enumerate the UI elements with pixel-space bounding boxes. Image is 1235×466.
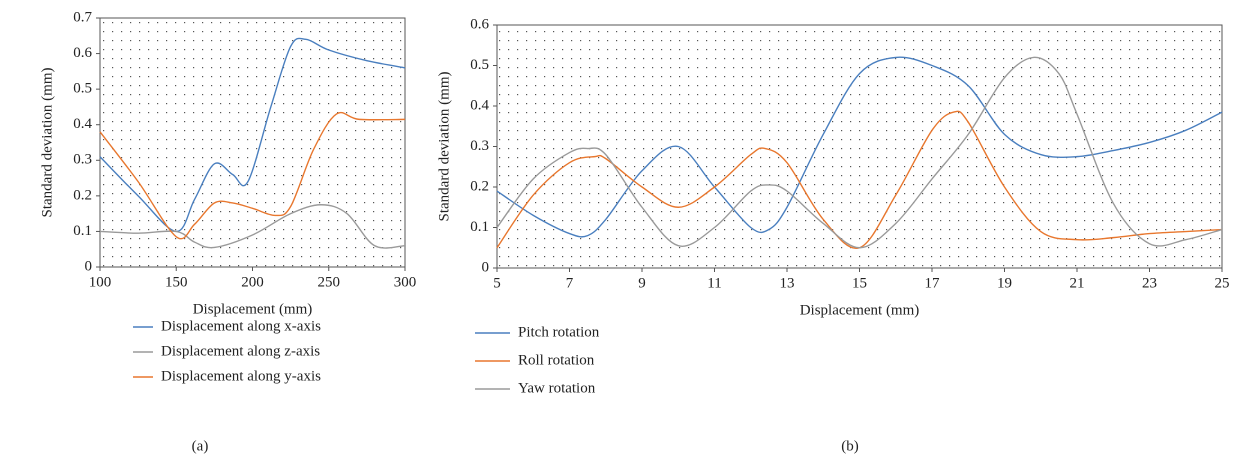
y-tick-label: 0.2 bbox=[470, 178, 489, 194]
line-series bbox=[496, 56, 1223, 238]
y-tick-label: 0.7 bbox=[73, 9, 92, 25]
x-tick-label: 15 bbox=[852, 275, 867, 291]
x-tick-label: 9 bbox=[638, 275, 646, 291]
x-tick-label: 7 bbox=[566, 275, 574, 291]
panel-label: (b) bbox=[841, 438, 859, 454]
y-tick-label: 0.6 bbox=[470, 16, 489, 32]
x-tick-label: 21 bbox=[1070, 275, 1085, 291]
legend-label: Displacement along y-axis bbox=[161, 368, 321, 384]
line-series bbox=[496, 110, 1223, 249]
y-tick-label: 0.4 bbox=[470, 97, 489, 113]
panel-label: (a) bbox=[192, 438, 209, 454]
line-series bbox=[99, 204, 406, 249]
y-tick-label: 0.5 bbox=[470, 57, 489, 73]
legend-label: Displacement along x-axis bbox=[161, 318, 321, 334]
legend-label: Pitch rotation bbox=[518, 324, 600, 340]
y-tick-label: 0.5 bbox=[73, 81, 92, 97]
legend-label: Roll rotation bbox=[518, 352, 595, 368]
y-tick-label: 0.6 bbox=[73, 45, 92, 61]
x-axis-title: Displacement (mm) bbox=[193, 301, 313, 317]
x-tick-label: 300 bbox=[394, 274, 417, 290]
x-tick-label: 23 bbox=[1142, 275, 1157, 291]
plot-area bbox=[497, 25, 1222, 268]
plot-area bbox=[100, 18, 405, 267]
x-tick-label: 5 bbox=[493, 275, 501, 291]
x-tick-label: 25 bbox=[1215, 275, 1230, 291]
legend-label: Displacement along z-axis bbox=[161, 343, 320, 359]
line-series bbox=[496, 56, 1223, 249]
x-tick-label: 100 bbox=[89, 274, 112, 290]
y-axis-title: Standard deviation (mm) bbox=[39, 68, 55, 218]
x-tick-label: 13 bbox=[780, 275, 795, 291]
y-tick-label: 0.3 bbox=[73, 152, 92, 168]
x-tick-label: 250 bbox=[318, 274, 341, 290]
x-tick-label: 19 bbox=[997, 275, 1012, 291]
legend-label: Yaw rotation bbox=[518, 380, 596, 396]
x-tick-label: 150 bbox=[165, 274, 188, 290]
y-tick-label: 0.1 bbox=[73, 223, 92, 239]
y-tick-label: 0 bbox=[85, 258, 93, 274]
x-tick-label: 17 bbox=[925, 275, 941, 291]
y-tick-label: 0 bbox=[482, 259, 490, 275]
y-tick-label: 0.1 bbox=[470, 219, 489, 235]
y-axis-title: Standard deviation (mm) bbox=[436, 72, 452, 222]
x-tick-label: 11 bbox=[707, 275, 721, 291]
y-tick-label: 0.4 bbox=[73, 116, 92, 132]
y-tick-label: 0.2 bbox=[73, 187, 92, 203]
y-tick-label: 0.3 bbox=[470, 138, 489, 154]
x-tick-label: 200 bbox=[241, 274, 264, 290]
x-axis-title: Displacement (mm) bbox=[800, 302, 920, 318]
line-series bbox=[99, 111, 406, 240]
